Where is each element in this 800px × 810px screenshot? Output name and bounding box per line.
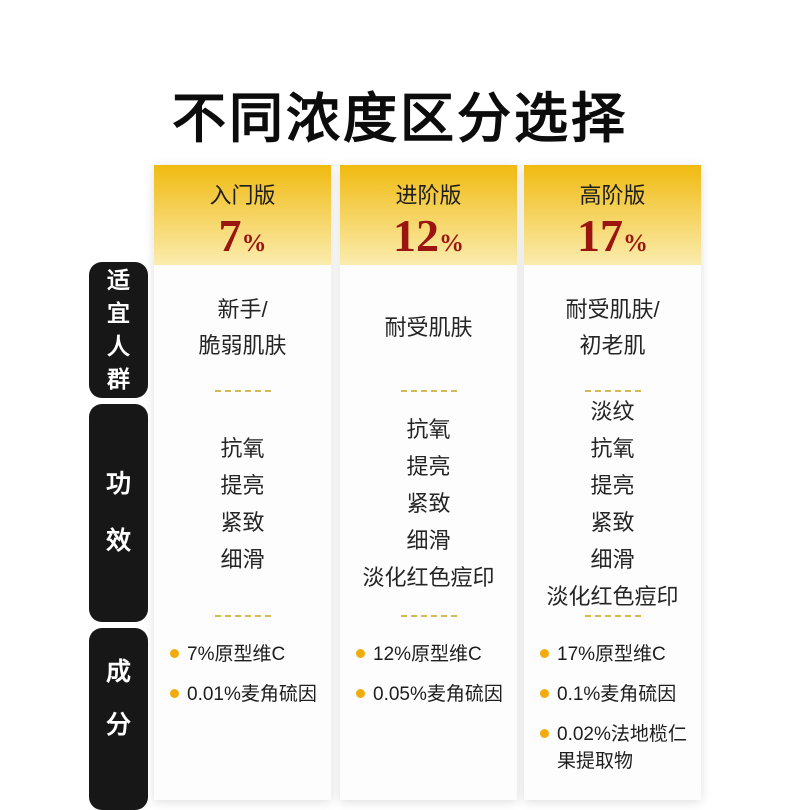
bullet-icon	[540, 729, 549, 738]
row-label-audience: 适 宜 人 群	[89, 262, 148, 398]
dashed-divider	[584, 390, 641, 392]
percent-number: 17	[577, 210, 623, 261]
ingredient-text: 12%原型维C	[373, 644, 482, 665]
ingredients-section: 12%原型维C 0.05%麦角硫因	[340, 617, 517, 800]
concentration-value: 12%	[340, 210, 517, 261]
effect-item: 淡化红色痘印	[546, 583, 679, 609]
dashed-divider	[400, 390, 457, 392]
ingredient-item: 0.05%麦角硫因	[353, 681, 511, 708]
effect-item: 淡纹	[590, 398, 635, 424]
audience-section: 耐受肌肤/ 初老肌	[524, 265, 701, 390]
effect-item: 紧致	[590, 509, 635, 535]
percent-sign: %	[439, 230, 464, 257]
effect-item: 抗氧	[590, 435, 635, 461]
ingredient-text: 0.02%法地榄仁果提取物	[557, 724, 687, 772]
column-header: 高阶版 17%	[524, 165, 701, 265]
ingredient-text: 0.05%麦角硫因	[373, 684, 503, 705]
ingredient-item: 0.02%法地榄仁果提取物	[537, 721, 695, 775]
effect-item: 提亮	[590, 472, 635, 498]
bullet-icon	[170, 649, 179, 658]
effect-item: 细滑	[220, 546, 265, 572]
effect-item: 提亮	[220, 472, 265, 498]
effect-item: 细滑	[590, 546, 635, 572]
concentration-value: 7%	[154, 210, 331, 261]
product-column-entry: 入门版 7% 新手/ 脆弱肌肤 抗氧 提亮 紧致 细滑 7%原型维C 0.01%…	[154, 165, 331, 800]
audience-line: 耐受肌肤	[384, 314, 473, 340]
bullet-icon	[540, 649, 549, 658]
dashed-divider	[400, 615, 457, 617]
ingredient-text: 7%原型维C	[187, 644, 286, 665]
product-column-high: 高阶版 17% 耐受肌肤/ 初老肌 淡纹 抗氧 提亮 紧致 细滑 淡化红色痘印 …	[524, 165, 701, 800]
row-label-char: 宜	[107, 300, 130, 326]
percent-sign: %	[241, 230, 267, 257]
version-label: 进阶版	[395, 183, 462, 208]
row-label-char: 群	[107, 366, 130, 392]
ingredient-text: 0.01%麦角硫因	[187, 684, 317, 705]
effect-item: 抗氧	[406, 417, 451, 442]
dashed-divider	[214, 615, 271, 617]
percent-number: 7	[218, 210, 242, 261]
ingredient-item: 7%原型维C	[167, 641, 325, 668]
ingredient-item: 0.01%麦角硫因	[167, 681, 325, 708]
effect-item: 抗氧	[220, 435, 265, 461]
audience-section: 新手/ 脆弱肌肤	[154, 265, 331, 390]
ingredients-section: 7%原型维C 0.01%麦角硫因	[154, 617, 331, 800]
dashed-divider	[584, 615, 641, 617]
row-label-char: 成	[105, 658, 131, 686]
audience-line: 脆弱肌肤	[198, 332, 287, 358]
ingredient-item: 12%原型维C	[353, 641, 511, 668]
page-title: 不同浓度区分选择	[172, 89, 628, 149]
bullet-icon	[170, 689, 179, 698]
concentration-value: 17%	[524, 210, 701, 261]
ingredients-section: 17%原型维C 0.1%麦角硫因 0.02%法地榄仁果提取物	[524, 617, 701, 800]
ingredient-item: 0.1%麦角硫因	[537, 681, 695, 708]
row-label-char: 分	[105, 711, 131, 739]
effect-item: 淡化红色痘印	[362, 565, 495, 590]
column-header: 入门版 7%	[154, 165, 331, 265]
row-label-char: 效	[105, 527, 131, 555]
effects-section: 淡纹 抗氧 提亮 紧致 细滑 淡化红色痘印	[524, 392, 701, 615]
effect-item: 提亮	[406, 454, 451, 479]
effect-item: 紧致	[406, 491, 451, 516]
ingredient-text: 17%原型维C	[557, 644, 666, 665]
row-label-char: 功	[105, 470, 131, 498]
audience-line: 初老肌	[579, 332, 646, 358]
bullet-icon	[356, 649, 365, 658]
bullet-icon	[540, 689, 549, 698]
product-column-advanced: 进阶版 12% 耐受肌肤 抗氧 提亮 紧致 细滑 淡化红色痘印 12%原型维C …	[340, 165, 517, 800]
row-label-effects: 功 效	[89, 404, 148, 622]
effects-section: 抗氧 提亮 紧致 细滑 淡化红色痘印	[340, 392, 517, 615]
ingredient-item: 17%原型维C	[537, 641, 695, 668]
column-header: 进阶版 12%	[340, 165, 517, 265]
audience-section: 耐受肌肤	[340, 265, 517, 390]
ingredient-text: 0.1%麦角硫因	[557, 684, 677, 705]
effects-section: 抗氧 提亮 紧致 细滑	[154, 392, 331, 615]
version-label: 入门版	[209, 183, 276, 208]
effect-item: 紧致	[220, 509, 265, 535]
effect-item: 细滑	[406, 528, 451, 553]
audience-line: 耐受肌肤/	[565, 296, 660, 322]
bullet-icon	[356, 689, 365, 698]
version-label: 高阶版	[579, 183, 646, 208]
audience-line: 新手/	[217, 296, 268, 322]
dashed-divider	[214, 390, 271, 392]
percent-sign: %	[623, 230, 648, 257]
row-label-char: 人	[107, 333, 130, 359]
row-label-ingredients: 成 分	[89, 628, 148, 810]
row-label-char: 适	[107, 267, 130, 293]
percent-number: 12	[393, 210, 439, 261]
